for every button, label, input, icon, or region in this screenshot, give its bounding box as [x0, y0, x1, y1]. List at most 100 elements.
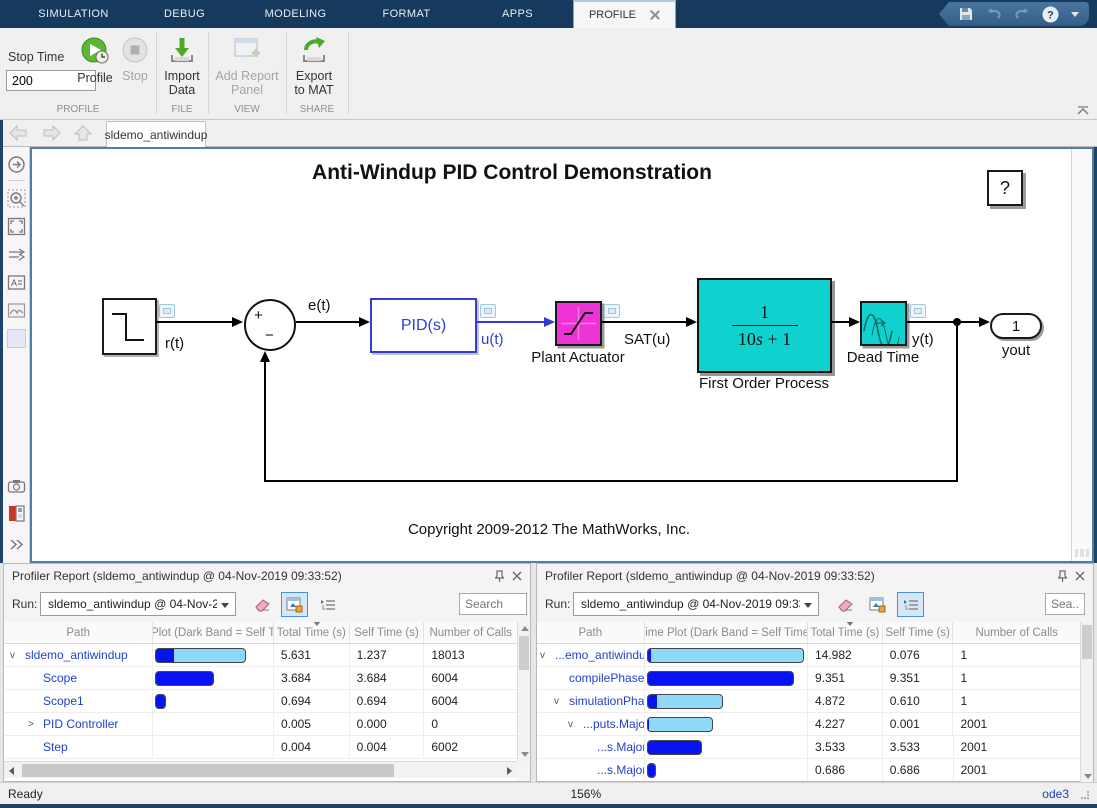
run-selector[interactable]: sldemo_antiwindup @ 04-Nov-2019 09:33:52 [573, 592, 819, 616]
feedback-line[interactable] [956, 322, 958, 482]
plant-actuator-block[interactable] [555, 301, 602, 346]
path-link[interactable]: simulationPhase [569, 694, 645, 708]
expander-icon[interactable]: v [10, 649, 15, 661]
scroll-down-icon[interactable] [1084, 774, 1092, 779]
tab-profile-active[interactable]: PROFILE [573, 0, 676, 28]
signal-label-u[interactable]: u(t) [481, 331, 504, 348]
column-header[interactable]: Plot (Dark Band = Self T [153, 622, 274, 643]
expand-tree-button[interactable] [897, 592, 924, 617]
expander-icon[interactable]: > [28, 718, 34, 730]
screenshot-camera-icon[interactable] [7, 477, 26, 496]
horizontal-scrollbar[interactable] [4, 761, 517, 778]
up-icon[interactable] [72, 124, 94, 142]
tab-apps[interactable]: APPS [502, 8, 533, 20]
table-row[interactable]: > PID Controller 0.005 0.000 0 [4, 713, 517, 736]
run-selector[interactable]: sldemo_antiwindup @ 04-Nov-2019 09:33:52 [40, 592, 236, 616]
sum-block[interactable] [244, 299, 296, 351]
close-icon[interactable] [650, 10, 660, 20]
close-icon[interactable] [1075, 571, 1085, 581]
signal-line[interactable] [907, 321, 980, 323]
column-header[interactable]: Total Time (s) [274, 622, 350, 643]
signal-viewer-badge[interactable] [480, 304, 496, 318]
signal-viewer-badge[interactable] [910, 304, 926, 318]
pin-icon[interactable] [1058, 570, 1067, 582]
feedback-line[interactable] [264, 361, 266, 482]
column-header[interactable]: Self Time (s) [883, 622, 954, 643]
stop-button[interactable]: Stop [118, 36, 152, 83]
back-icon[interactable] [8, 124, 30, 142]
zoom-select-icon[interactable] [7, 189, 26, 208]
zoom-level[interactable]: 156% [570, 787, 602, 801]
add-report-panel-button[interactable]: Add Report Panel [212, 36, 282, 97]
pid-controller-block[interactable]: PID(s) [370, 298, 477, 353]
fit-to-view-icon[interactable] [7, 217, 26, 236]
hide-browser-icon[interactable] [7, 155, 26, 174]
outport-label[interactable]: yout [1001, 342, 1031, 359]
canvas-corner-control[interactable] [1080, 549, 1084, 557]
highlight-block-button[interactable] [281, 592, 308, 617]
profile-button[interactable]: Profile [72, 36, 118, 85]
export-to-mat-button[interactable]: Export to MAT [290, 36, 338, 97]
signal-routing-icon[interactable] [7, 245, 26, 264]
table-row[interactable]: Scope1 0.694 0.694 6004 [4, 690, 517, 713]
signal-line[interactable] [157, 321, 235, 323]
column-header[interactable]: Path [4, 622, 154, 643]
table-row[interactable]: Scope 3.684 3.684 6004 [4, 667, 517, 690]
path-link[interactable]: sldemo_antiwindup [25, 648, 128, 662]
signal-label-y[interactable]: y(t) [912, 331, 934, 348]
signal-line-selected[interactable] [477, 321, 545, 323]
outport-block[interactable]: 1 [990, 313, 1042, 339]
path-link[interactable]: ...emo_antiwindup) [555, 648, 644, 662]
tab-format[interactable]: FORMAT [382, 8, 431, 20]
redo-icon[interactable] [1014, 7, 1030, 21]
annotation-icon[interactable]: A [7, 273, 26, 292]
signal-viewer-badge[interactable] [159, 304, 175, 318]
image-icon[interactable] [7, 301, 26, 320]
path-link[interactable]: PID Controller [43, 717, 119, 731]
tab-simulation[interactable]: SIMULATION [38, 8, 109, 20]
dropdown-caret-icon[interactable] [1070, 11, 1079, 17]
tab-modeling[interactable]: MODELING [264, 8, 327, 20]
model-canvas[interactable]: Anti-Windup PID Control Demonstration ? … [32, 149, 1073, 561]
signal-line[interactable] [602, 321, 687, 323]
feedback-line[interactable] [264, 480, 958, 482]
scroll-up-icon[interactable] [521, 626, 529, 631]
first-order-process-label[interactable]: First Order Process [698, 375, 830, 392]
canvas-scrollbar[interactable] [1071, 149, 1092, 561]
forward-icon[interactable] [40, 124, 62, 142]
help-icon[interactable]: ? [1042, 6, 1059, 23]
plant-actuator-label[interactable]: Plant Actuator [531, 349, 625, 366]
signal-label-e[interactable]: e(t) [308, 297, 331, 314]
column-header[interactable]: Self Time (s) [350, 622, 425, 643]
resize-grip[interactable] [1081, 791, 1089, 799]
expander-icon[interactable]: v [568, 718, 573, 730]
expand-tree-button[interactable] [314, 592, 341, 617]
save-icon[interactable] [958, 6, 974, 22]
scroll-down-icon[interactable] [521, 752, 529, 757]
scroll-right-icon[interactable] [507, 767, 512, 775]
canvas-corner-control[interactable] [1075, 549, 1079, 557]
vertical-scrollbar[interactable] [1080, 622, 1093, 783]
path-link[interactable]: ...s.Major [597, 740, 645, 754]
column-header[interactable]: Path [537, 622, 645, 643]
solver-link[interactable]: ode3 [1042, 787, 1069, 801]
path-link[interactable]: Scope1 [43, 694, 84, 708]
search-input[interactable] [459, 593, 527, 615]
column-header[interactable]: Time Plot (Dark Band = Self Time) [645, 622, 808, 643]
table-row[interactable]: compilePhase 9.351 9.351 1 [537, 667, 1080, 690]
path-link[interactable]: ...s.Major [597, 763, 645, 777]
table-row[interactable]: Step 0.004 0.004 6002 [4, 736, 517, 759]
import-data-button[interactable]: Import Data [160, 36, 204, 97]
signal-line[interactable] [832, 321, 851, 323]
tab-debug[interactable]: DEBUG [163, 8, 206, 20]
expander-icon[interactable]: v [554, 695, 559, 707]
clear-highlight-button[interactable] [248, 592, 275, 617]
close-icon[interactable] [512, 571, 522, 581]
first-order-process-block[interactable]: 1 10s + 1 [697, 278, 832, 373]
vertical-scrollbar[interactable] [517, 622, 530, 761]
collapse-ribbon-icon[interactable] [1077, 106, 1089, 115]
table-row[interactable]: ...s.Major 0.686 0.686 2001 [537, 759, 1080, 781]
clear-highlight-button[interactable] [831, 592, 858, 617]
